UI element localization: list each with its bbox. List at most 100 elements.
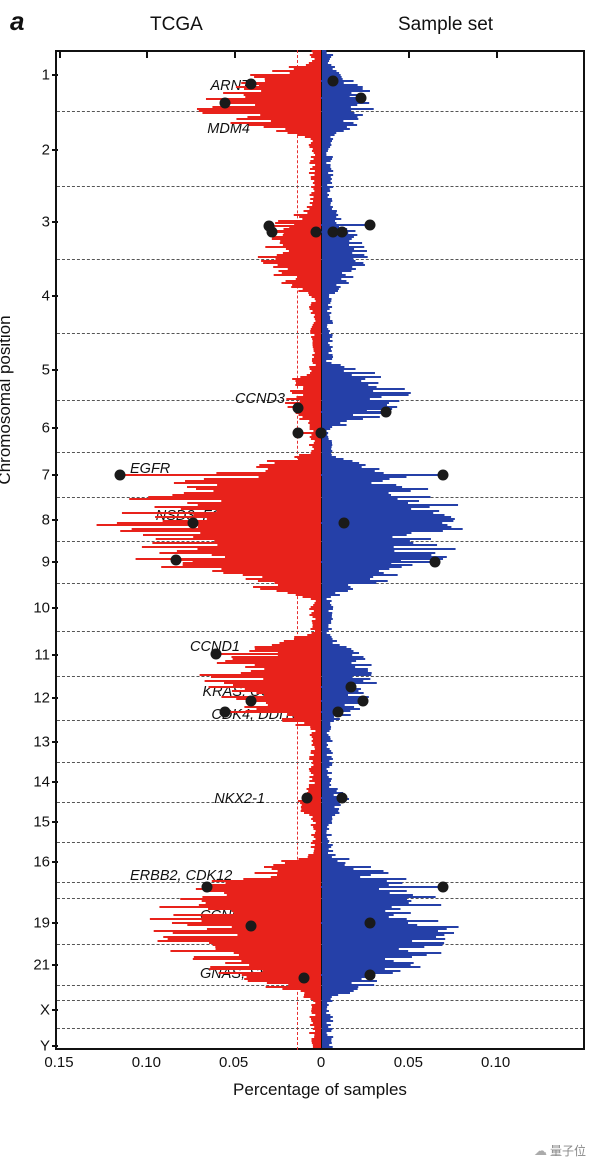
- chromosome-tick-label-X: X: [20, 1002, 50, 1019]
- tcga-marker-dot-EGFR[interactable]: [115, 470, 126, 481]
- sample-connector-16: [321, 974, 370, 977]
- chromosome-tick-label-15: 15: [20, 814, 50, 831]
- tcga-marker-dot-ERBB2_CDK12[interactable]: [202, 882, 213, 893]
- chromosome-tick-mark-13: [52, 741, 58, 743]
- top-axis-tick: [146, 50, 148, 58]
- sample-connector-15: [321, 922, 370, 925]
- chromosome-tick-mark-5: [52, 369, 58, 371]
- chromosome-divider: [57, 985, 583, 986]
- sample-marker-dot-CCND3[interactable]: [380, 407, 391, 418]
- sample-marker-dot-3q2[interactable]: [328, 227, 339, 238]
- gene-label-arnt: ARNT: [0, 78, 250, 94]
- chromosome-tick-label-19: 19: [20, 915, 50, 932]
- sample-marker-dot-MYC_RECQL4[interactable]: [429, 557, 440, 568]
- sample-marker-dot-CCNE1_AKT2[interactable]: [364, 918, 375, 929]
- tcga-marker-dot-3q[interactable]: [267, 227, 278, 238]
- cloud-icon: ☁: [534, 1143, 547, 1159]
- sample-connector-9: [321, 561, 435, 564]
- tcga-connector-8: [193, 522, 321, 525]
- chromosome-tick-mark-16: [52, 861, 58, 863]
- sample-marker-dot-CCND1[interactable]: [345, 682, 356, 693]
- chromosome-divider: [57, 1028, 583, 1029]
- tcga-marker-dot-KRAS_CCND2a[interactable]: [246, 696, 257, 707]
- sample-marker-dot-NKX2-1[interactable]: [336, 793, 347, 804]
- tcga-marker-dot-CCND3[interactable]: [293, 403, 304, 414]
- x-tick-label-3: 0: [317, 1054, 325, 1071]
- sample-marker-dot-GNAS_SS18L1[interactable]: [364, 970, 375, 981]
- chromosome-divider: [57, 452, 583, 453]
- chromosome-divider: [57, 541, 583, 542]
- chromosome-divider: [57, 944, 583, 945]
- top-axis-tick: [583, 50, 585, 58]
- chromosome-tick-label-Y: Y: [20, 1038, 50, 1055]
- chromosome-tick-mark-6: [52, 427, 58, 429]
- tcga-marker-dot-CCNE1_AKT2[interactable]: [246, 921, 257, 932]
- tcga-connector-9: [176, 559, 321, 562]
- chromosome-divider: [57, 762, 583, 763]
- tcga-marker-dot-ARNT2[interactable]: [219, 98, 230, 109]
- tcga-marker-dot-3q2[interactable]: [310, 227, 321, 238]
- sample-marker-dot-ARNT2[interactable]: [356, 93, 367, 104]
- x-tick-label-4: 0.05: [394, 1054, 423, 1071]
- gene-label-nkx2-1: NKX2-1: [0, 791, 265, 807]
- tcga-marker-dot-MYC_RECQL4[interactable]: [171, 555, 182, 566]
- x-axis-title: Percentage of samples: [55, 1080, 585, 1100]
- tcga-connector-11: [251, 700, 321, 703]
- gene-label-mdm4: MDM4: [0, 121, 250, 137]
- chromosome-divider: [57, 676, 583, 677]
- tcga-header: TCGA: [150, 14, 203, 36]
- top-axis-tick: [59, 50, 61, 58]
- chromosome-divider: [57, 1000, 583, 1001]
- chromosome-tick-label-21: 21: [20, 957, 50, 974]
- chromosome-tick-mark-21: [52, 964, 58, 966]
- chromosome-tick-label-3: 3: [20, 214, 50, 231]
- tcga-connector-0: [251, 83, 321, 86]
- center-axis-line: [320, 50, 322, 1050]
- chromosome-tick-mark-15: [52, 821, 58, 823]
- chart-container: a TCGA Sample set 1 2 3 4 5 6 7 8 9 10 11 12 13 14 15 1…: [0, 0, 600, 1167]
- tcga-marker-dot-NSD3_FGFR1[interactable]: [188, 518, 199, 529]
- chromosome-tick-mark-X: [52, 1009, 58, 1011]
- y-axis-title: Chromosomal position: [0, 250, 15, 550]
- sample-marker-dot-NSD3_FGFR1[interactable]: [338, 518, 349, 529]
- sample-connector-14: [321, 886, 443, 889]
- tcga-connector-14: [207, 886, 321, 889]
- chromosome-divider: [57, 631, 583, 632]
- tcga-marker-dot-CCND1[interactable]: [211, 649, 222, 660]
- sample-marker-dot-ERBB2_CDK12[interactable]: [438, 882, 449, 893]
- gene-label-cdk4--ddit3: CDK4, DDIT3: [0, 707, 300, 723]
- chromosome-divider: [57, 259, 583, 260]
- tcga-marker-dot-KRAS_CCND2b[interactable]: [219, 707, 230, 718]
- chromosome-tick-mark-14: [52, 781, 58, 783]
- tcga-marker-dot-GNAS_SS18L1[interactable]: [298, 973, 309, 984]
- sample-connector-7: [321, 474, 443, 477]
- x-tick-label-0: 0.15: [44, 1054, 73, 1071]
- tcga-connector-15: [251, 925, 321, 928]
- sample-marker-dot-KRAS_CCND2a[interactable]: [357, 696, 368, 707]
- sample-marker-dot-ARNT[interactable]: [328, 76, 339, 87]
- chromosome-tick-label-16: 16: [20, 854, 50, 871]
- chromosome-tick-label-2: 2: [20, 142, 50, 159]
- chromosome-tick-label-6: 6: [20, 420, 50, 437]
- tcga-marker-dot-ARNT[interactable]: [246, 79, 257, 90]
- x-tick-label-5: 0.10: [481, 1054, 510, 1071]
- sample-marker-dot-MDM4[interactable]: [364, 220, 375, 231]
- tcga-connector-7: [120, 474, 321, 477]
- sample-set-header: Sample set: [398, 14, 493, 36]
- top-axis-tick: [408, 50, 410, 58]
- chromosome-tick-label-7: 7: [20, 467, 50, 484]
- tcga-connector-12: [225, 711, 321, 714]
- sample-marker-dot-6p[interactable]: [316, 428, 327, 439]
- chromosome-tick-mark-3: [52, 221, 58, 223]
- tcga-marker-dot-NKX2-1[interactable]: [302, 793, 313, 804]
- sample-marker-dot-EGFR[interactable]: [438, 470, 449, 481]
- sample-marker-dot-KRAS_CCND2b[interactable]: [333, 707, 344, 718]
- tcga-connector-10: [216, 653, 321, 656]
- chromosome-divider: [57, 583, 583, 584]
- chromosome-divider: [57, 842, 583, 843]
- chromosome-tick-mark-2: [52, 149, 58, 151]
- chromosome-tick-mark-Y: [52, 1045, 58, 1047]
- threshold-line: [297, 50, 298, 1050]
- chromosome-divider: [57, 333, 583, 334]
- tcga-marker-dot-6p[interactable]: [293, 428, 304, 439]
